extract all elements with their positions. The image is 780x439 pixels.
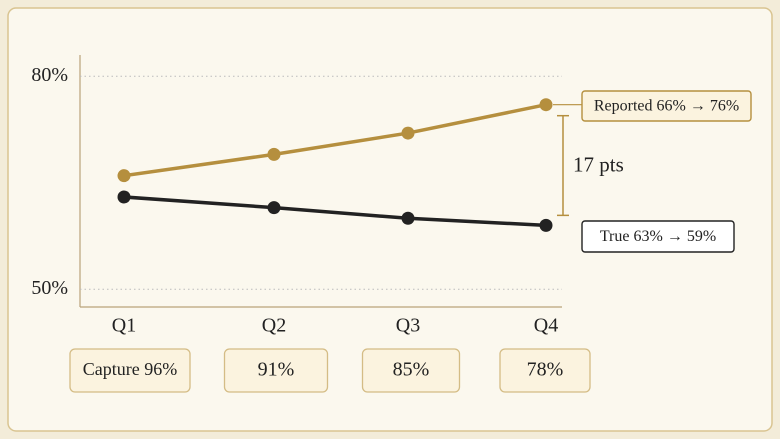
y-tick-label: 50% (31, 277, 68, 299)
series-line (123, 195, 547, 228)
card (7, 7, 773, 432)
y-tick-label: 80% (31, 64, 68, 86)
capture-box (499, 348, 591, 393)
data-point (401, 126, 415, 140)
capture-label: 78% (527, 359, 564, 381)
data-point (539, 98, 553, 112)
capture-label: 85% (393, 359, 430, 381)
series-label: True 63% → 59% (600, 228, 716, 245)
data-point (267, 201, 281, 215)
capture-box (69, 348, 191, 393)
gap-label: 17 pts (573, 152, 624, 176)
data-point (401, 211, 415, 225)
data-point (539, 218, 553, 232)
data-point (117, 190, 131, 204)
capture-box (361, 348, 461, 393)
x-tick-label: Q2 (262, 315, 286, 337)
data-point (117, 169, 131, 183)
x-tick-label: Q4 (534, 315, 558, 337)
series-label-box (581, 90, 752, 122)
capture-label: Capture 96% (83, 359, 177, 379)
series-line (123, 102, 547, 178)
series-label: Reported 66% → 76% (594, 98, 739, 115)
capture-label: 91% (258, 359, 295, 381)
capture-box (223, 348, 329, 393)
series-label-box (581, 220, 735, 253)
data-point (267, 147, 281, 161)
x-tick-label: Q3 (396, 315, 420, 337)
x-tick-label: Q1 (112, 315, 136, 337)
